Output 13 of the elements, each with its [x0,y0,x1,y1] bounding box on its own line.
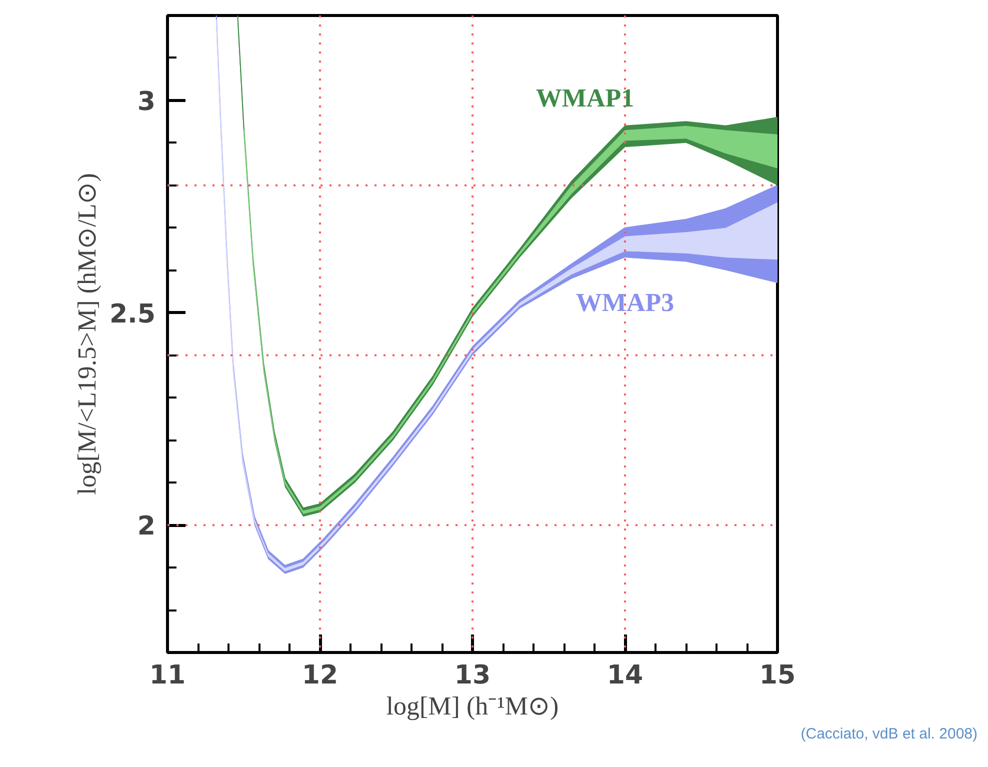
y-tick-label: 2 [137,512,156,542]
y-tick-label: 3 [137,86,156,117]
y-tick-label: 2.5 [109,299,156,330]
x-tick-label: 14 [606,660,644,690]
y-axis-title: log[M/<L19.5>M] (hM⊙/L⊙) [72,173,102,495]
x-tick-label: 11 [149,660,186,690]
series-label: WMAP3 [576,288,674,318]
text: (Cacciato, vdB et al. 2008) [800,726,978,742]
x-tick-label: 12 [302,660,338,690]
x-tick-label: 13 [454,660,491,690]
x-axis-title: log[M] (h⁻¹M⊙) [386,692,559,720]
series-label: WMAP1 [536,83,634,112]
x-tick-label: 15 [759,660,796,690]
